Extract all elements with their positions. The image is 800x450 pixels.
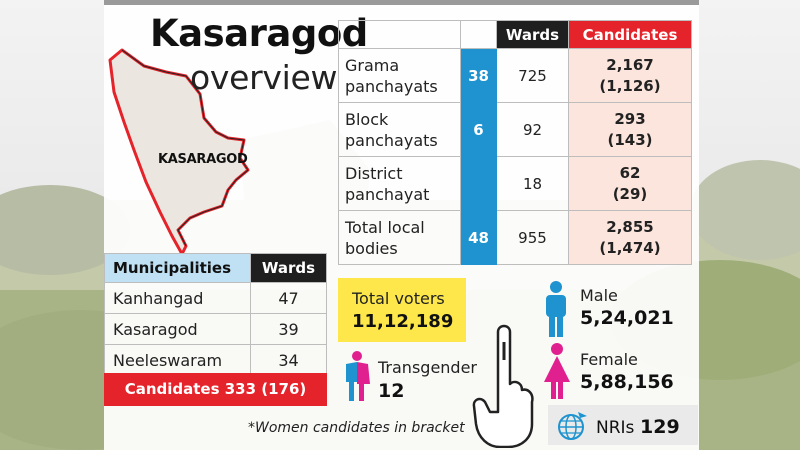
municipality-name: Kanhangad	[104, 282, 251, 314]
female-value: 5,88,156	[580, 371, 674, 393]
header-blank	[338, 20, 461, 49]
ward-count: 34	[250, 344, 327, 376]
transgender-icon	[346, 351, 370, 401]
body-type: Grama panchayats	[338, 48, 461, 103]
globe-plane-icon	[558, 412, 587, 440]
header-municipalities: Municipalities	[104, 253, 251, 283]
table-row: Kasaragod 39	[104, 313, 327, 345]
total-voters-box	[338, 278, 466, 342]
body-type: Total local bodies	[338, 210, 461, 265]
header-wards: Wards	[250, 253, 327, 283]
transgender-label: Transgender	[378, 358, 477, 377]
table-header-row: Municipalities Wards	[104, 253, 327, 283]
female-icon	[544, 343, 570, 399]
body-count: 48	[460, 210, 497, 265]
municipality-name: Kasaragod	[104, 313, 251, 345]
table-row: Kanhangad 47	[104, 282, 327, 314]
ward-count: 47	[250, 282, 327, 314]
top-rule	[104, 0, 699, 5]
local-bodies-table: Wards Candidates Grama panchayats 38 725 …	[338, 20, 692, 265]
total-voters-label: Total voters	[352, 289, 445, 308]
map-label: KASARAGOD	[158, 152, 248, 167]
municipal-candidates-banner: Candidates 333 (176)	[104, 373, 327, 406]
body-type: District panchayat	[338, 156, 461, 211]
municipality-name: Neeleswaram	[104, 344, 251, 376]
district-map	[108, 48, 250, 255]
table-row: District panchayat 18 62 (29)	[338, 156, 692, 211]
male-value: 5,24,021	[580, 307, 674, 329]
candidate-count: 2,167 (1,126)	[568, 48, 692, 103]
table-header-row: Wards Candidates	[338, 20, 692, 49]
ward-count: 39	[250, 313, 327, 345]
nri-value: 129	[640, 416, 680, 438]
page-title: Kasaragod	[150, 12, 368, 55]
header-candidates: Candidates	[568, 20, 692, 49]
nri-label: NRIs	[596, 418, 635, 438]
municipalities-table: Municipalities Wards Kanhangad 47 Kasara…	[104, 253, 327, 376]
header-blank	[460, 20, 497, 49]
page-subtitle: overview	[190, 58, 338, 97]
body-count: 38	[460, 48, 497, 103]
candidate-count: 293 (143)	[568, 102, 692, 157]
candidate-count: 62 (29)	[568, 156, 692, 211]
male-label: Male	[580, 286, 618, 305]
male-icon	[546, 281, 566, 337]
table-row: Total local bodies 48 955 2,855 (1,474)	[338, 210, 692, 265]
table-row: Neeleswaram 34	[104, 344, 327, 376]
candidate-count: 2,855 (1,474)	[568, 210, 692, 265]
table-row: Block panchayats 6 92 293 (143)	[338, 102, 692, 157]
header-wards: Wards	[496, 20, 569, 49]
ward-count: 18	[496, 156, 569, 211]
total-voters-value: 11,12,189	[352, 311, 454, 332]
body-type: Block panchayats	[338, 102, 461, 157]
body-count: 6	[460, 102, 497, 157]
inked-finger-icon	[472, 324, 534, 448]
ward-count: 955	[496, 210, 569, 265]
ward-count: 725	[496, 48, 569, 103]
body-count	[460, 156, 497, 211]
transgender-value: 12	[378, 380, 405, 402]
ward-count: 92	[496, 102, 569, 157]
women-candidates-note: *Women candidates in bracket	[248, 420, 465, 436]
female-label: Female	[580, 350, 638, 369]
table-row: Grama panchayats 38 725 2,167 (1,126)	[338, 48, 692, 103]
